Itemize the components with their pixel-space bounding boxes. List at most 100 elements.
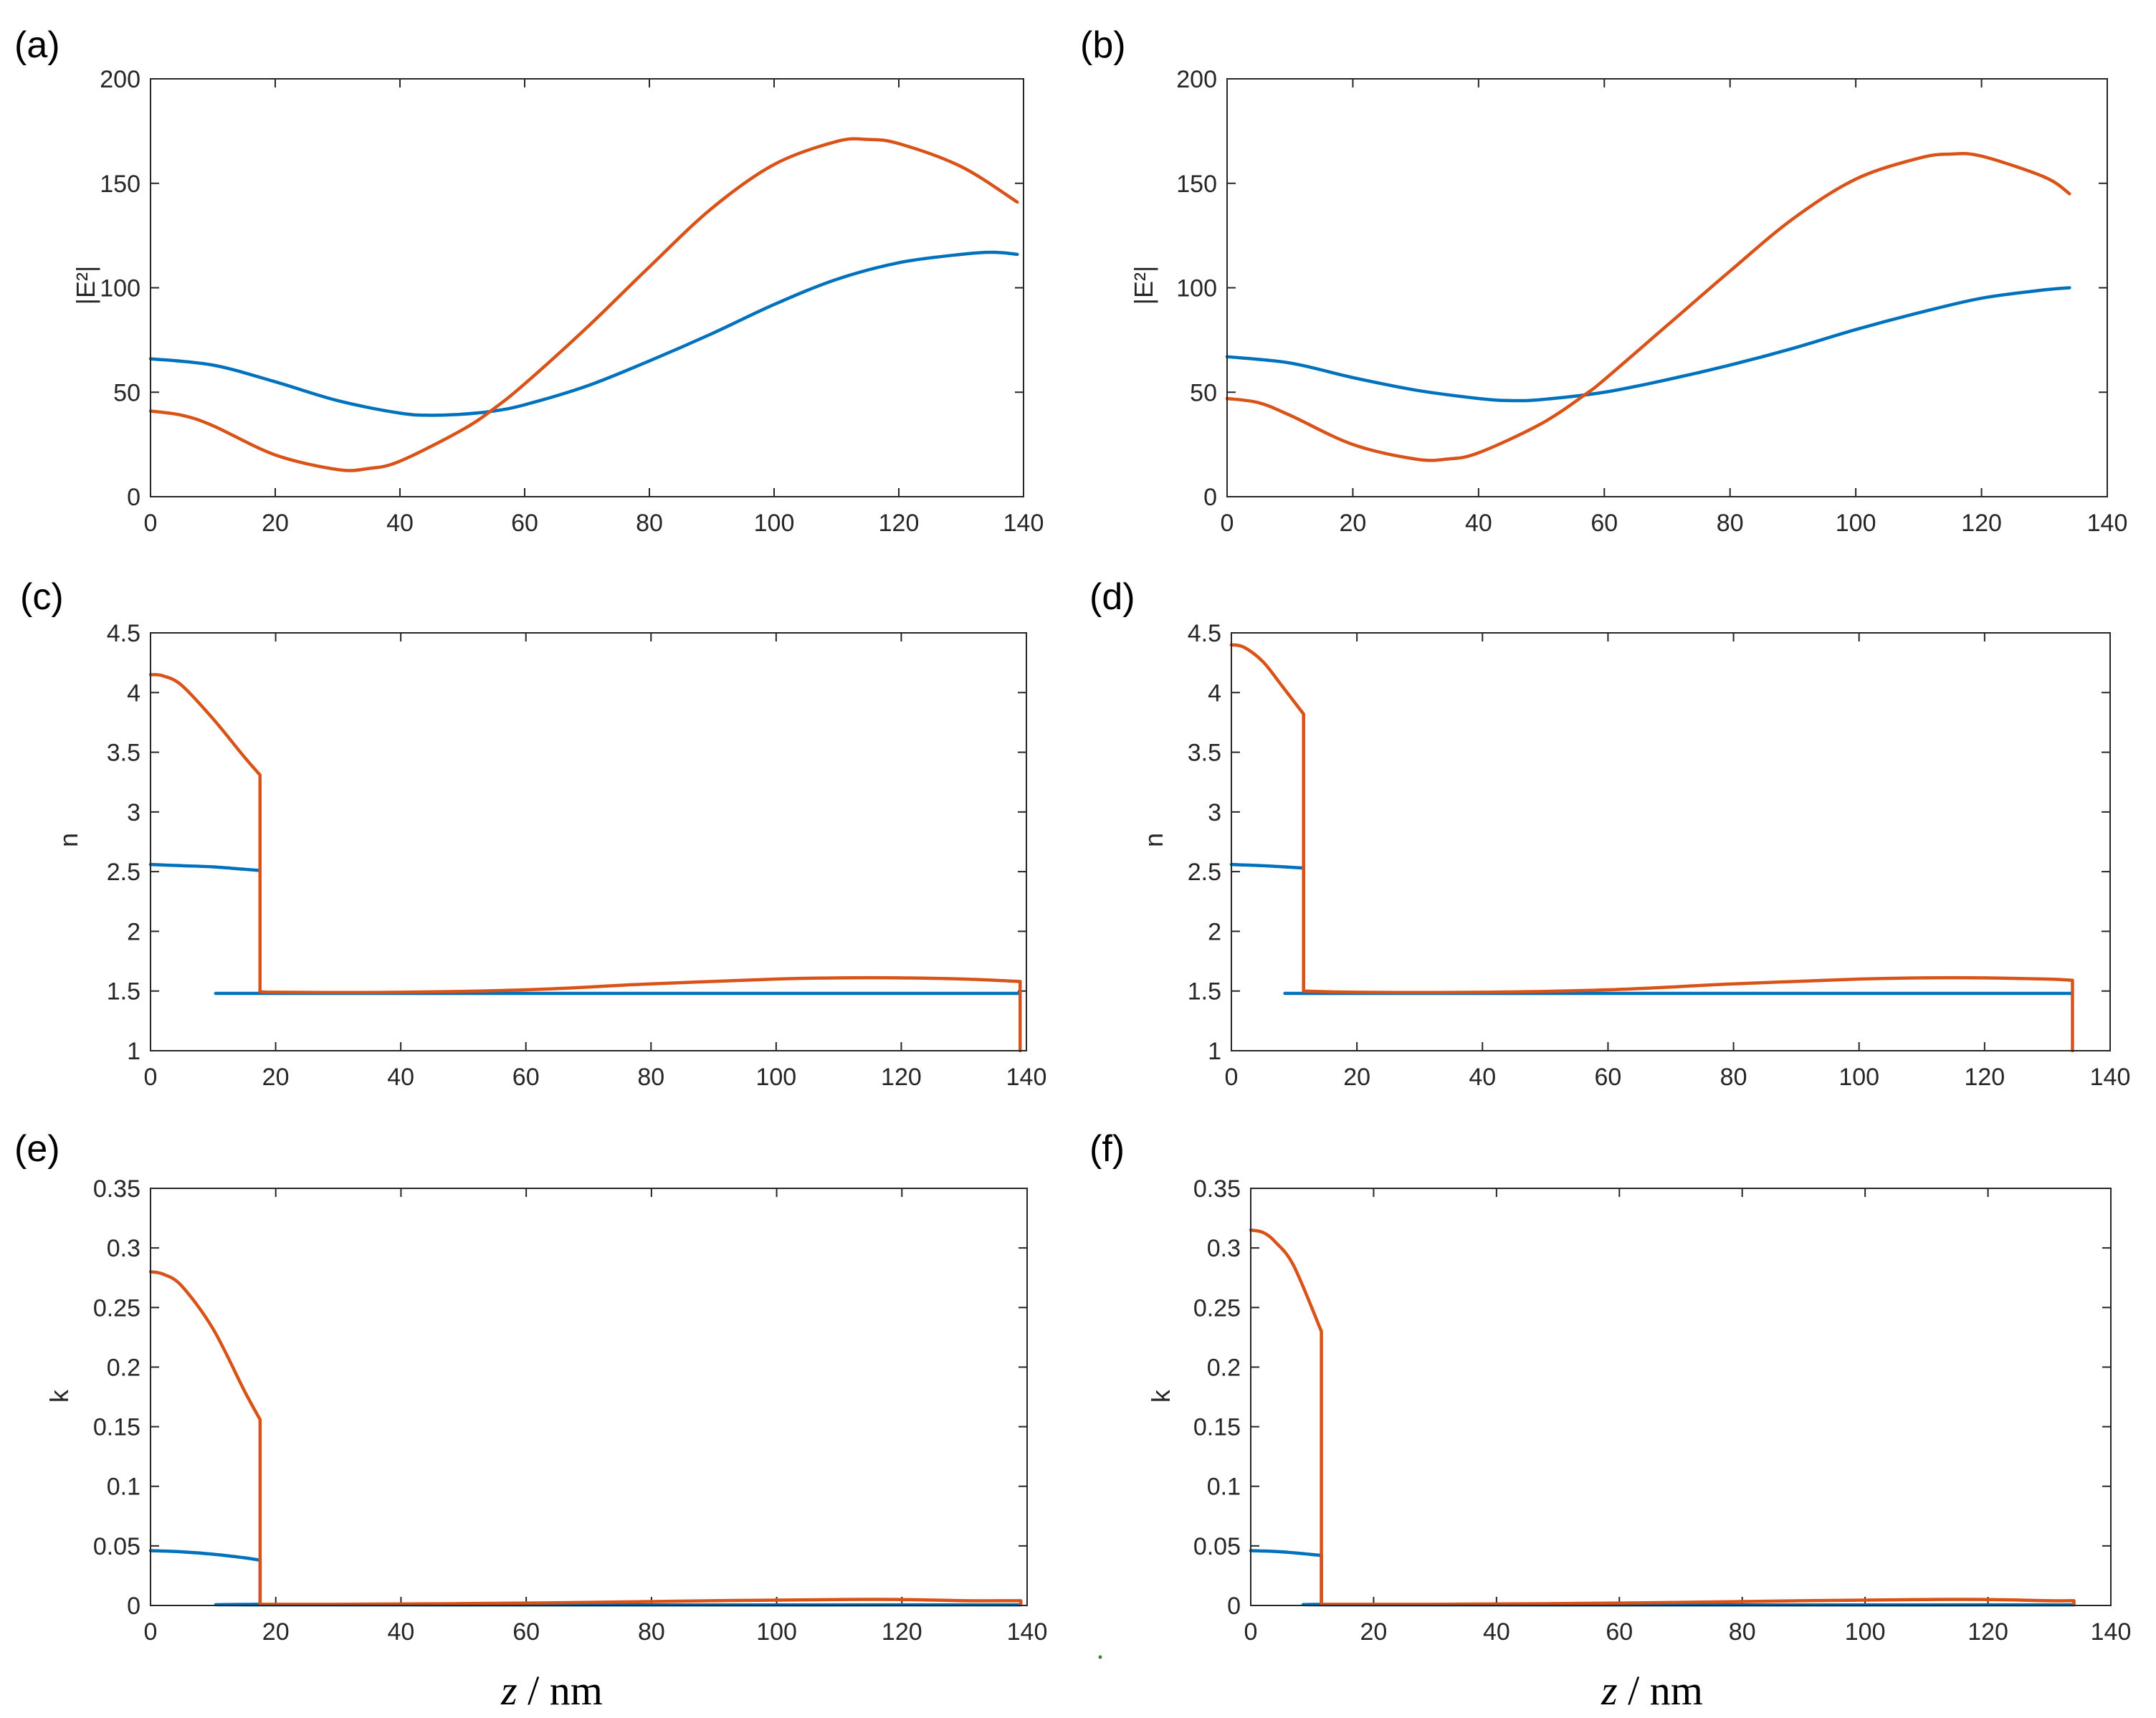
x-tick-label-e-4: 80 (638, 1618, 665, 1646)
x-tick-label-b-0: 0 (1221, 510, 1234, 537)
x-tick-label-d-6: 120 (1964, 1064, 2005, 1091)
x-tick-label-f-6: 120 (1967, 1618, 2008, 1646)
y-tick-label-d-6: 4 (1208, 679, 1221, 707)
x-tick-label-e-2: 40 (388, 1618, 415, 1646)
y-tick-label-d-3: 2.5 (1188, 859, 1221, 886)
series-blue-d (1229, 862, 2074, 996)
panel-label-e: (e) (14, 1128, 60, 1170)
axes-frame-a (150, 78, 1024, 497)
x-tick-label-c-1: 20 (262, 1064, 290, 1091)
y-tick-label-e-1: 0.05 (93, 1533, 140, 1560)
chart-panel-c: (c) 0 20 40 60 80 100 120 140 1 1.5 2 2.5 3 3.5 4 4.5 n (20, 576, 1046, 1091)
panel-label-d: (d) (1089, 576, 1135, 618)
x-tick-label-b-4: 80 (1717, 510, 1744, 537)
x-tick-label-c-4: 80 (637, 1064, 664, 1091)
series-blue-e (148, 1549, 1023, 1607)
x-tick-label-c-5: 100 (755, 1064, 796, 1091)
x-tick-label-c-3: 60 (512, 1064, 540, 1091)
x-tick-label-d-0: 0 (1225, 1064, 1239, 1091)
x-tick-label-e-3: 60 (512, 1618, 540, 1646)
x-tick-label-a-1: 20 (262, 510, 289, 537)
x-tick-label-e-5: 100 (756, 1618, 797, 1646)
axes-frame-d (1231, 632, 2111, 1051)
x-tick-label-f-5: 100 (1845, 1618, 1886, 1646)
y-tick-label-d-7: 4.5 (1188, 620, 1221, 647)
y-tick-label-f-5: 0.25 (1193, 1294, 1241, 1322)
series-blue-f (1249, 1549, 2076, 1607)
x-tick-label-e-0: 0 (144, 1618, 158, 1646)
y-tick-label-c-5: 3.5 (107, 740, 140, 767)
axes-frame-b (1226, 78, 2108, 497)
y-tick-label-e-2: 0.1 (107, 1474, 140, 1501)
y-tick-label-a-3: 150 (100, 171, 140, 198)
series-orange-e (148, 1270, 1023, 1606)
x-tick-label-d-7: 140 (2090, 1064, 2131, 1091)
y-tick-label-a-1: 50 (113, 379, 140, 406)
y-tick-label-e-3: 0.15 (93, 1414, 140, 1441)
x-tick-label-c-0: 0 (144, 1064, 158, 1091)
y-tick-label-c-3: 2.5 (107, 859, 140, 886)
chart-panel-b: (b) 0 20 40 60 80 100 120 140 0 50 100 150 200 |E²| (1080, 24, 2127, 537)
y-tick-label-a-4: 200 (100, 66, 140, 93)
x-tick-label-c-7: 140 (1006, 1064, 1047, 1091)
y-tick-label-b-4: 200 (1176, 66, 1217, 93)
x-tick-label-f-1: 20 (1360, 1618, 1388, 1646)
panel-label-a: (a) (14, 24, 60, 66)
x-tick-label-a-7: 140 (1003, 510, 1044, 537)
series-orange-c (148, 673, 1022, 1053)
y-tick-label-c-7: 4.5 (107, 620, 140, 647)
y-tick-label-c-1: 1.5 (107, 978, 140, 1006)
series-blue-a (148, 250, 1019, 417)
series-orange-d (1229, 643, 2074, 1053)
y-tick-label-d-1: 1.5 (1188, 978, 1221, 1006)
y-axis-label-d: n (1139, 833, 1168, 847)
y-tick-label-e-6: 0.3 (107, 1235, 140, 1262)
y-tick-label-d-0: 1 (1208, 1038, 1221, 1065)
y-tick-label-b-2: 100 (1176, 275, 1217, 302)
x-tick-label-d-5: 100 (1838, 1064, 1879, 1091)
x-tick-label-f-3: 60 (1606, 1618, 1633, 1646)
y-tick-label-c-2: 2 (127, 918, 140, 945)
x-tick-label-e-7: 140 (1007, 1618, 1048, 1646)
x-tick-label-a-0: 0 (144, 510, 158, 537)
x-axis-title-left: z / nm (500, 1667, 603, 1714)
y-tick-label-e-5: 0.25 (93, 1294, 140, 1322)
axes-frame-f (1250, 1188, 2112, 1606)
x-tick-label-a-6: 120 (879, 510, 920, 537)
panel-label-c: (c) (20, 576, 64, 618)
y-axis-label-a: |E²| (71, 266, 100, 305)
x-tick-label-a-5: 100 (754, 510, 795, 537)
y-tick-label-a-0: 0 (127, 484, 140, 511)
stray-dot (1098, 1655, 1102, 1659)
y-tick-label-b-3: 150 (1176, 171, 1217, 198)
x-tick-label-b-3: 60 (1590, 510, 1618, 537)
y-tick-label-c-6: 4 (127, 679, 140, 707)
y-axis-label-f: k (1146, 1389, 1175, 1403)
series-orange-b (1225, 151, 2071, 462)
x-tick-label-a-4: 80 (636, 510, 663, 537)
chart-panel-d: (d) 0 20 40 60 80 100 120 140 1 1.5 2 2.5 3 3.5 4 4.5 n (1089, 576, 2130, 1091)
x-tick-label-b-1: 20 (1340, 510, 1367, 537)
y-tick-label-c-4: 3 (127, 799, 140, 826)
chart-panel-f: (f) 0 20 40 60 80 100 120 140 0 0.05 0.1 0.15 0.2 0.25… (1089, 1128, 2131, 1646)
x-tick-label-c-6: 120 (881, 1064, 922, 1091)
y-tick-label-a-2: 100 (100, 275, 140, 302)
series-orange-f (1249, 1228, 2076, 1606)
x-tick-label-b-6: 120 (1961, 510, 2002, 537)
chart-panel-e: (e) 0 20 40 60 80 100 120 140 0 0.05 0.1 0.15 0.2 0.25… (14, 1128, 1047, 1646)
series-blue-c (148, 862, 1022, 996)
axes-frame-c (150, 632, 1027, 1051)
x-tick-label-b-7: 140 (2087, 510, 2128, 537)
x-tick-label-d-3: 60 (1595, 1064, 1622, 1091)
y-tick-label-d-2: 2 (1208, 918, 1221, 945)
chart-panel-a: (a) 0 20 40 60 80 100 120 140 0 50 100 150 200 |E²| (14, 24, 1044, 537)
x-tick-label-b-5: 100 (1836, 510, 1876, 537)
y-axis-label-b: |E²| (1129, 266, 1158, 305)
x-tick-label-f-2: 40 (1483, 1618, 1510, 1646)
y-tick-label-d-4: 3 (1208, 799, 1221, 826)
axes-frame-e (150, 1188, 1028, 1606)
x-tick-label-a-3: 60 (511, 510, 538, 537)
y-axis-label-c: n (54, 833, 83, 847)
